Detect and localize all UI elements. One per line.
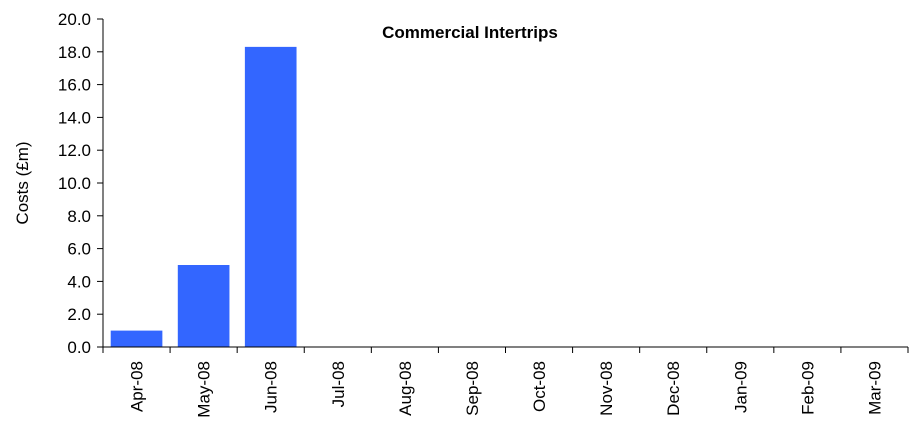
x-tick-labels: Apr-08 May-08 Jun-08 Jul-08 Aug-08 Sep-08 Oct-… <box>128 361 885 418</box>
x-tick-label: Mar-09 <box>865 361 884 415</box>
x-tick-label: Aug-08 <box>396 361 415 416</box>
y-tick-marks <box>97 18 103 348</box>
y-tick-label: 20.0 <box>58 10 91 29</box>
x-tick-label: Nov-08 <box>597 361 616 416</box>
x-tick-label: Jun-08 <box>262 361 281 413</box>
y-tick-label: 0.0 <box>67 338 91 357</box>
x-tick-label: Apr-08 <box>128 361 147 412</box>
y-tick-label: 6.0 <box>67 240 91 259</box>
x-tick-label: Jan-09 <box>731 361 750 413</box>
y-axis-title: Costs (£m) <box>13 141 32 224</box>
bars <box>110 46 297 347</box>
y-tick-label: 2.0 <box>67 305 91 324</box>
y-tick-label: 4.0 <box>67 272 91 291</box>
y-tick-label: 18.0 <box>58 43 91 62</box>
x-tick-label: Dec-08 <box>664 361 683 416</box>
y-tick-label: 12.0 <box>58 141 91 160</box>
y-tick-label: 8.0 <box>67 207 91 226</box>
chart-title: Commercial Intertrips <box>382 23 558 42</box>
x-tick-label: Oct-08 <box>530 361 549 412</box>
x-tick-label: May-08 <box>195 361 214 418</box>
bar-jun-08 <box>244 46 297 347</box>
x-tick-label: Jul-08 <box>329 361 348 407</box>
bar-apr-08 <box>110 330 163 347</box>
x-tick-label: Sep-08 <box>463 361 482 416</box>
x-tick-marks <box>102 347 909 353</box>
x-tick-label: Feb-09 <box>798 361 817 415</box>
y-tick-label: 14.0 <box>58 108 91 127</box>
y-tick-labels: 0.0 2.0 4.0 6.0 8.0 10.0 12.0 14.0 16.0 18.0 20.0 <box>58 10 91 357</box>
bar-may-08 <box>177 265 230 347</box>
y-tick-label: 16.0 <box>58 76 91 95</box>
y-tick-label: 10.0 <box>58 174 91 193</box>
